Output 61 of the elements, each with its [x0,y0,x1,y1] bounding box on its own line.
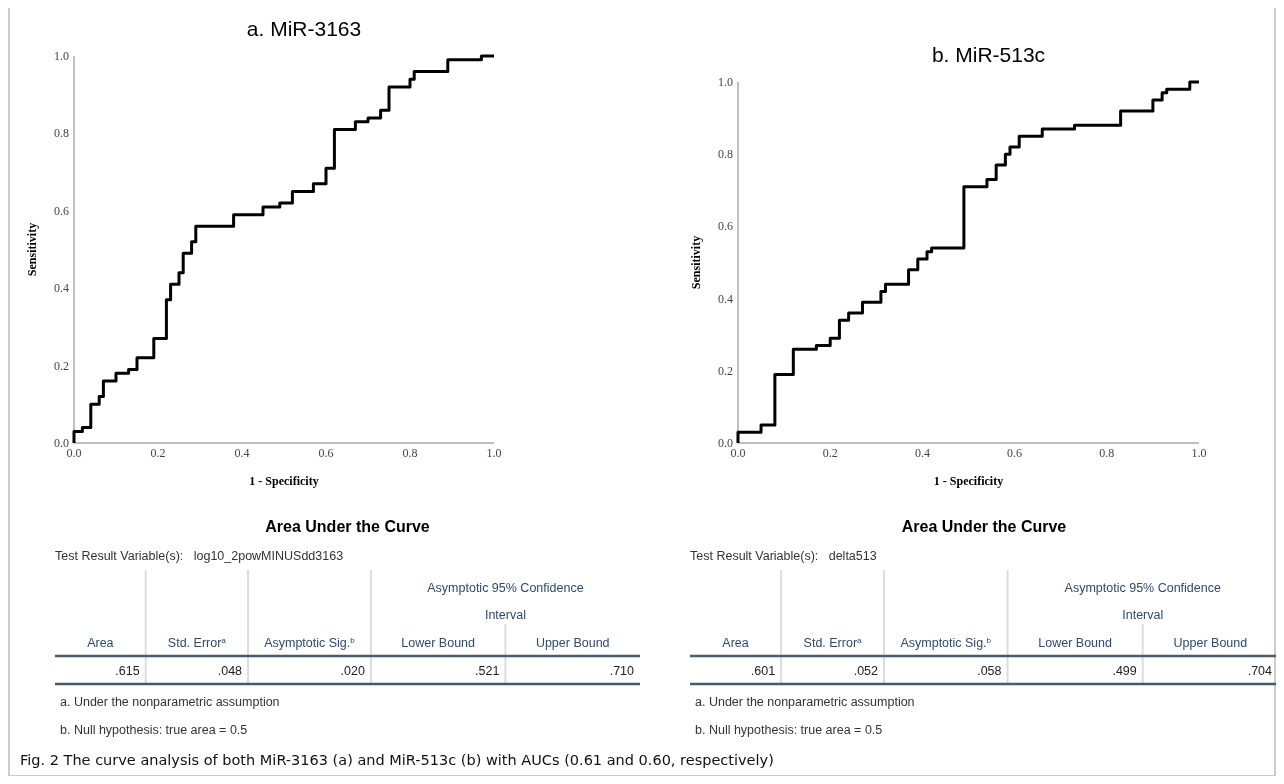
text: Test Result Variable(s): delta513 [690,549,877,563]
text: .499 [1112,664,1137,678]
x-tick-label: 0.0 [66,446,82,460]
text: Upper Bound [1173,636,1248,650]
x-tick-label: 0.8 [402,446,418,460]
x-tick-label: 0.2 [150,446,166,460]
y-tick-label: 1.0 [718,75,733,89]
text: Lower Bound [1038,636,1113,650]
text: .048 [217,664,243,678]
text: Area [87,636,114,650]
text: .710 [609,664,635,678]
x-tick-label: 1.0 [1191,446,1207,460]
y-tick-label: 0.0 [54,436,69,450]
x-tick-label: 0.4 [234,446,250,460]
text: Asymptotic 95% Confidence Interval [1064,581,1221,622]
text: Test Result Variable(s): log10_2powMINUSdd3163 [55,549,344,563]
y-tick-label: 0.6 [718,219,733,234]
x-axis-title: 1 - Specificity [249,474,319,488]
text: Area Under the Curve [265,518,430,535]
text: Area Under the Curve [901,518,1067,535]
y-tick-label: 0.2 [718,363,733,378]
text: Asymptotic Sig.$^{b}$ [900,635,992,650]
x-tick-label: 0.6 [1007,446,1023,460]
x-tick-label: 0.4 [914,446,930,460]
text: .521 [475,664,500,678]
y-tick-label: 0.8 [718,147,733,162]
text: b. Null hypothesis: true area = 0.5 [695,723,883,737]
text: Lower Bound [401,636,476,650]
text: .020 [340,664,365,678]
y-tick-label: 0.6 [54,203,69,218]
text: .052 [853,664,879,678]
x-tick-label: 0.6 [318,446,334,460]
y-tick-label: 1.0 [54,49,69,63]
text: a. Under the nonparametric assumption [60,695,280,709]
text: a. Under the nonparametric assumption [695,695,915,709]
caption: Fig. 2 The curve analysis of both MiR-3163 (a) and MiR-513c (b) with AUCs (0.61 and 0.60, respectively) [20,752,774,768]
text: .704 [1247,664,1273,678]
text: b. Null hypothesis: true area = 0.5 [60,723,248,737]
y-tick-label: 0.4 [718,291,733,306]
x-tick-label: 0.2 [822,446,838,460]
text: Area [722,636,749,650]
text: .601 [750,664,776,678]
text: Std. Error$^{a}$ [803,635,863,650]
text: Asymptotic 95% Confidence Interval [427,581,584,622]
text: Asymptotic Sig.$^{b}$ [264,635,356,650]
y-tick-label: 0.2 [54,358,69,373]
y-tick-label: 0.0 [718,436,733,450]
text: Std. Error$^{a}$ [167,635,227,650]
text: .058 [977,664,1002,678]
x-tick-label: 0.8 [1099,446,1115,460]
y-tick-label: 0.4 [54,281,69,296]
x-tick-label: 1.0 [486,446,502,460]
text: .615 [115,664,140,678]
chart-title: b. MiR-513c [931,43,1046,66]
x-axis-title: 1 - Specificity [933,474,1004,488]
x-tick-label: 0.0 [730,446,746,460]
y-axis-title: Sensitivity [689,235,703,290]
y-tick-label: 0.8 [54,126,69,141]
y-axis-title: Sensitivity [25,222,39,277]
text: Upper Bound [535,636,610,650]
chart-title: a. MiR-3163 [246,17,362,40]
